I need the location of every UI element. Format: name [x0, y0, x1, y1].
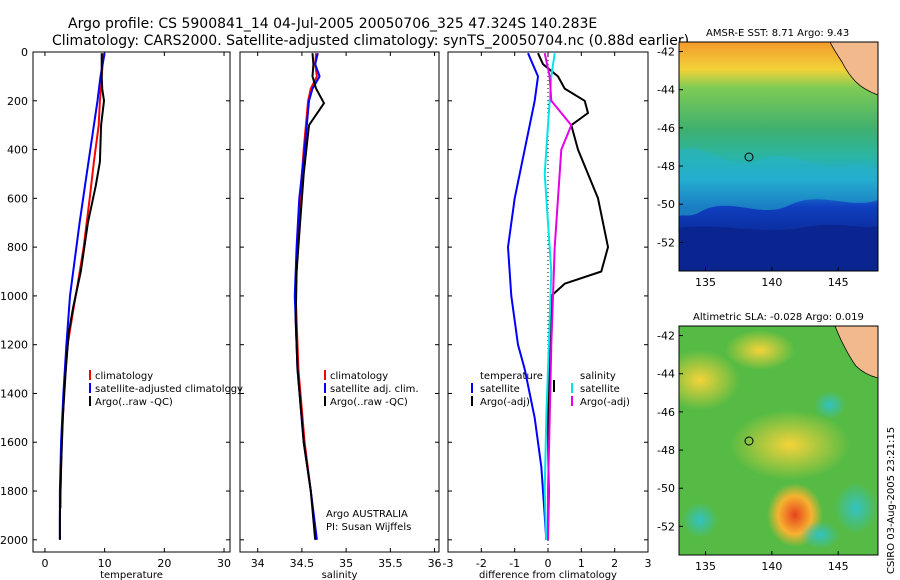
x-tick-label: 140 — [761, 276, 782, 289]
salinity-xlabel: salinity — [322, 570, 358, 580]
sla-argo-marker — [744, 436, 754, 446]
pi-label: PI: Susan Wijffels — [326, 522, 411, 533]
sst-map-title: AMSR-E SST: 8.71 Argo: 9.43 — [706, 28, 849, 39]
y-tick-label: -46 — [657, 406, 675, 419]
sla-cyan-blob — [682, 502, 718, 538]
sst-cold-tongue — [679, 224, 878, 271]
sla-map-title: Altimetric SLA: -0.028 Argo: 0.019 — [693, 312, 864, 323]
x-tick-label: 1 — [578, 557, 585, 570]
y-tick-label: 2000 — [0, 534, 28, 547]
sst-warm-front — [679, 148, 878, 216]
y-tick-label: -44 — [657, 84, 675, 97]
tasmania-coast — [834, 326, 878, 379]
legend-label: satellite adj. clim. — [330, 384, 419, 395]
y-tick-label: 800 — [7, 241, 28, 254]
series-line-temperature-argo-adj- — [537, 52, 609, 540]
series-line-temperature-satellite — [507, 52, 548, 540]
difference-xlabel: difference from climatology — [479, 570, 617, 580]
sst-map-frame — [678, 41, 879, 272]
x-tick-label: -3 — [443, 557, 454, 570]
y-tick-label: -52 — [657, 236, 675, 249]
y-tick-label: -48 — [657, 160, 675, 173]
legend-label: climatology — [95, 371, 153, 382]
x-tick-label: 30 — [217, 557, 231, 570]
title-line-2: Climatology: CARS2000. Satellite-adjuste… — [52, 33, 689, 49]
x-tick-label: 135 — [695, 560, 716, 573]
agency-label: Argo AUSTRALIA — [326, 509, 408, 520]
y-tick-label: 1800 — [0, 485, 28, 498]
temperature-frame — [32, 51, 231, 553]
legend-label: Argo(-adj) — [480, 397, 530, 408]
sst-argo-marker — [744, 152, 754, 162]
legend-label: satellite-adjusted climatology — [95, 384, 243, 395]
sla-yellow-blob — [679, 350, 740, 410]
x-tick-label: 140 — [761, 560, 782, 573]
x-tick-label: -2 — [476, 557, 487, 570]
sla-cyan-blob — [814, 391, 846, 419]
y-tick-label: 1200 — [0, 339, 28, 352]
salinity-panel: 34 34.5 35 35.5 36 salinity climatology satelli… — [239, 51, 442, 580]
x-tick-label: 0 — [41, 557, 48, 570]
y-tick-label: -52 — [657, 520, 675, 533]
sst-map: AMSR-E SST: 8.71 Argo: 9.43 135 140 145 -42… — [657, 28, 879, 289]
y-tick-label: -50 — [657, 198, 675, 211]
x-tick-label: 35.5 — [378, 557, 403, 570]
x-tick-label: -1 — [509, 557, 520, 570]
x-tick-label: 0 — [545, 557, 552, 570]
series-line-climatology — [59, 53, 105, 509]
legend-label: climatology — [330, 371, 388, 382]
sla-yellow-blob — [725, 330, 795, 370]
temperature-xlabel: temperature — [100, 570, 163, 580]
legend-label: Argo(..raw -QC) — [330, 397, 408, 408]
sla-map: Altimetric SLA: -0.028 Argo: 0.019 135 14… — [657, 312, 879, 573]
x-tick-label: 34.5 — [290, 557, 315, 570]
x-tick-label: 145 — [828, 276, 849, 289]
credit-label: CSIRO 03-Aug-2005 23:21:15 — [886, 427, 897, 574]
legend-label: satellite — [480, 384, 520, 395]
y-tick-label: 1400 — [0, 387, 28, 400]
y-tick-label: -48 — [657, 444, 675, 457]
x-tick-label: 2 — [611, 557, 618, 570]
series-line-argo-raw-qc- — [58, 53, 105, 540]
y-tick-label: 1000 — [0, 290, 28, 303]
x-tick-label: 35 — [339, 557, 353, 570]
x-tick-label: 3 — [645, 557, 652, 570]
temperature-panel: 0 10 20 30 temperature 0 200 400 600 800 1000 1200 1… — [0, 46, 243, 580]
y-tick-label: -42 — [657, 330, 675, 343]
series-line-argo-raw-qc- — [294, 53, 325, 540]
y-tick-label: 600 — [7, 192, 28, 205]
x-tick-label: 34 — [251, 557, 265, 570]
title-line-1: Argo profile: CS 5900841_14 04-Jul-2005 … — [68, 16, 597, 32]
x-tick-label: 135 — [695, 276, 716, 289]
y-tick-label: -44 — [657, 368, 675, 381]
x-tick-label: 36 — [428, 557, 442, 570]
y-tick-label: -42 — [657, 46, 675, 59]
series-line-salinity-argo-adj- — [543, 52, 573, 540]
legend-label: Argo(-adj) — [580, 397, 630, 408]
y-tick-label: 200 — [7, 95, 28, 108]
y-tick-label: -46 — [657, 122, 675, 135]
x-tick-label: 10 — [98, 557, 112, 570]
salinity-frame — [239, 51, 440, 553]
difference-panel: -3 -2 -1 0 1 2 3 difference from climatology tem… — [443, 51, 652, 580]
legend-label: satellite — [580, 384, 620, 395]
sla-yellow-blob — [730, 410, 850, 480]
y-tick-label: 0 — [21, 46, 28, 59]
legend-label: temperature — [480, 371, 543, 382]
legend-label: salinity — [580, 371, 616, 382]
x-tick-label: 20 — [157, 557, 171, 570]
sla-map-frame — [678, 325, 879, 556]
tasmania-coast — [829, 42, 878, 96]
y-tick-label: 400 — [7, 144, 28, 157]
legend-label: Argo(..raw -QC) — [95, 397, 173, 408]
sla-cyan-blob — [834, 482, 878, 534]
y-tick-label: -50 — [657, 482, 675, 495]
sla-cyan-blob — [800, 521, 840, 549]
series-line-salinity-satellite — [543, 53, 556, 540]
y-tick-label: 1600 — [0, 436, 28, 449]
x-tick-label: 145 — [828, 560, 849, 573]
